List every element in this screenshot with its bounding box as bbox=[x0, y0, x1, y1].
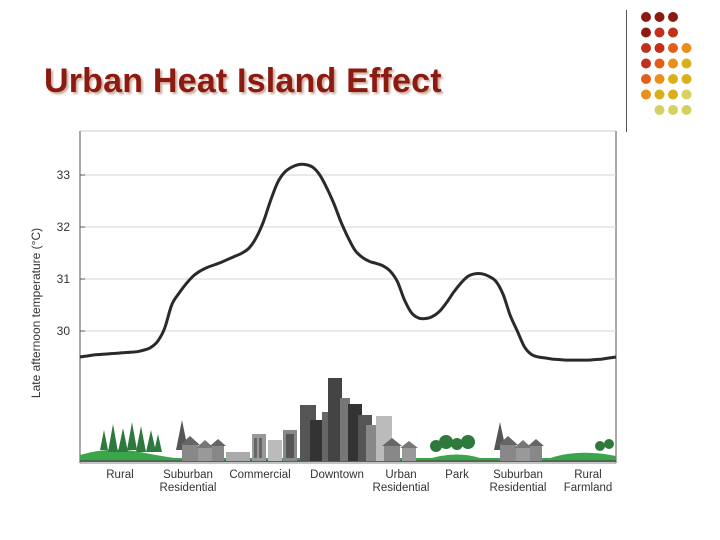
zone-label: Urban Residential bbox=[373, 469, 430, 494]
decorative-dot bbox=[668, 27, 678, 38]
decorative-dot bbox=[641, 43, 651, 53]
decorative-dot bbox=[681, 43, 692, 53]
zone-label: Rural Farmland bbox=[564, 469, 613, 494]
decorative-dot bbox=[654, 27, 665, 38]
decorative-dot bbox=[654, 58, 665, 69]
decorative-dot bbox=[681, 105, 692, 115]
decorative-dot bbox=[668, 12, 678, 22]
farmland-trees bbox=[595, 439, 614, 451]
suburban-houses-right bbox=[494, 422, 544, 461]
rural-trees bbox=[100, 422, 162, 452]
y-tick-label: 30 bbox=[57, 324, 71, 338]
y-tick-label: 32 bbox=[57, 220, 71, 234]
title-divider bbox=[626, 10, 627, 132]
decorative-dot bbox=[641, 89, 651, 100]
zone-label: Suburban Residential bbox=[160, 469, 217, 494]
y-tick-label: 33 bbox=[57, 168, 71, 182]
zone-label: Commercial bbox=[229, 469, 290, 481]
park-trees bbox=[430, 435, 475, 452]
urban-residential-buildings bbox=[376, 416, 418, 461]
decorative-dot bbox=[668, 89, 678, 100]
decorative-dot bbox=[641, 27, 651, 38]
y-axis-label: Late afternoon temperature (°C) bbox=[29, 228, 43, 398]
ground-park bbox=[425, 454, 480, 460]
decorative-dot bbox=[654, 105, 665, 115]
decorative-dot bbox=[654, 43, 665, 53]
decorative-dot bbox=[681, 89, 692, 100]
zone-label: Rural bbox=[106, 469, 133, 481]
decorative-dot bbox=[641, 12, 651, 22]
temperature-line bbox=[79, 162, 617, 362]
decorative-dot bbox=[681, 74, 692, 84]
zone-label: Suburban Residential bbox=[490, 469, 547, 494]
y-tick-label: 31 bbox=[57, 272, 71, 286]
decorative-dot bbox=[641, 58, 651, 69]
decorative-dot bbox=[668, 43, 678, 53]
zone-label: Park bbox=[445, 469, 469, 481]
zone-label: Downtown bbox=[310, 469, 364, 481]
ground-farmland bbox=[545, 452, 616, 460]
decorative-dot bbox=[681, 58, 692, 69]
suburban-houses-left bbox=[176, 420, 226, 461]
decorative-dot bbox=[668, 105, 678, 115]
decorative-dot bbox=[668, 58, 678, 69]
decorative-dot-grid bbox=[641, 12, 692, 115]
decorative-dot bbox=[668, 74, 678, 84]
decorative-dot bbox=[641, 74, 651, 84]
decorative-dot bbox=[654, 89, 665, 100]
slide-title: Urban Heat Island Effect bbox=[44, 62, 442, 100]
skyline-illustration bbox=[80, 378, 616, 462]
decorative-dot bbox=[654, 74, 665, 84]
commercial-buildings bbox=[226, 430, 297, 461]
decorative-dot bbox=[654, 12, 665, 22]
downtown-buildings bbox=[300, 378, 376, 461]
